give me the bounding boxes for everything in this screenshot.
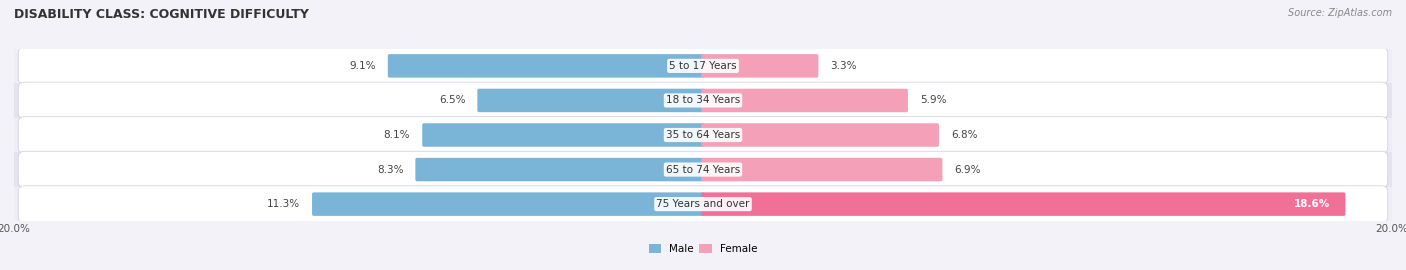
Bar (14, 118, 1392, 152)
FancyBboxPatch shape (478, 89, 704, 112)
FancyBboxPatch shape (18, 117, 1388, 153)
FancyBboxPatch shape (18, 151, 1388, 188)
Text: 6.5%: 6.5% (439, 95, 465, 106)
FancyBboxPatch shape (388, 54, 704, 78)
FancyBboxPatch shape (702, 54, 818, 78)
Text: 6.9%: 6.9% (955, 164, 981, 175)
FancyBboxPatch shape (702, 123, 939, 147)
FancyBboxPatch shape (312, 192, 704, 216)
Text: 65 to 74 Years: 65 to 74 Years (666, 164, 740, 175)
Text: 18.6%: 18.6% (1294, 199, 1330, 209)
FancyBboxPatch shape (18, 82, 1388, 119)
Bar (14, 187, 1392, 221)
Text: 11.3%: 11.3% (267, 199, 299, 209)
Bar (14, 152, 1392, 187)
Bar (14, 49, 1392, 83)
FancyBboxPatch shape (18, 48, 1388, 84)
Text: 5 to 17 Years: 5 to 17 Years (669, 61, 737, 71)
Text: Source: ZipAtlas.com: Source: ZipAtlas.com (1288, 8, 1392, 18)
FancyBboxPatch shape (18, 186, 1388, 222)
Text: 35 to 64 Years: 35 to 64 Years (666, 130, 740, 140)
FancyBboxPatch shape (702, 158, 942, 181)
Text: 3.3%: 3.3% (831, 61, 856, 71)
Bar (14, 83, 1392, 118)
Text: 6.8%: 6.8% (950, 130, 977, 140)
Text: 18 to 34 Years: 18 to 34 Years (666, 95, 740, 106)
FancyBboxPatch shape (702, 89, 908, 112)
Text: 5.9%: 5.9% (920, 95, 946, 106)
FancyBboxPatch shape (702, 192, 1346, 216)
Text: 75 Years and over: 75 Years and over (657, 199, 749, 209)
FancyBboxPatch shape (422, 123, 704, 147)
Text: 9.1%: 9.1% (349, 61, 375, 71)
Text: 8.3%: 8.3% (377, 164, 404, 175)
Text: DISABILITY CLASS: COGNITIVE DIFFICULTY: DISABILITY CLASS: COGNITIVE DIFFICULTY (14, 8, 309, 21)
Text: 8.1%: 8.1% (384, 130, 411, 140)
Legend: Male, Female: Male, Female (648, 244, 758, 254)
FancyBboxPatch shape (415, 158, 704, 181)
